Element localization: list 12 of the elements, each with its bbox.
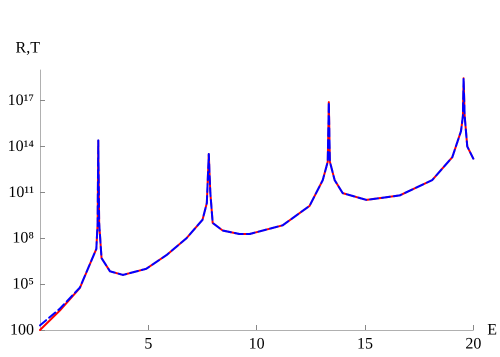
y-tick-label: 10⁸ (12, 230, 34, 247)
y-tick-label: 10¹⁷ (8, 92, 34, 110)
y-tick-label: 100 (10, 322, 34, 338)
y-tick-label: 10⁵ (12, 276, 34, 293)
y-axis-title: R,T (16, 40, 40, 56)
y-tick-label: 10¹¹ (8, 184, 34, 201)
x-tick-label: 15 (356, 336, 373, 352)
y-tick-label: 10¹⁴ (8, 138, 34, 155)
x-tick-label: 10 (248, 336, 265, 352)
x-axis-title: E (487, 322, 498, 338)
x-tick-label: 5 (144, 336, 152, 352)
x-tick-label: 20 (465, 336, 482, 352)
